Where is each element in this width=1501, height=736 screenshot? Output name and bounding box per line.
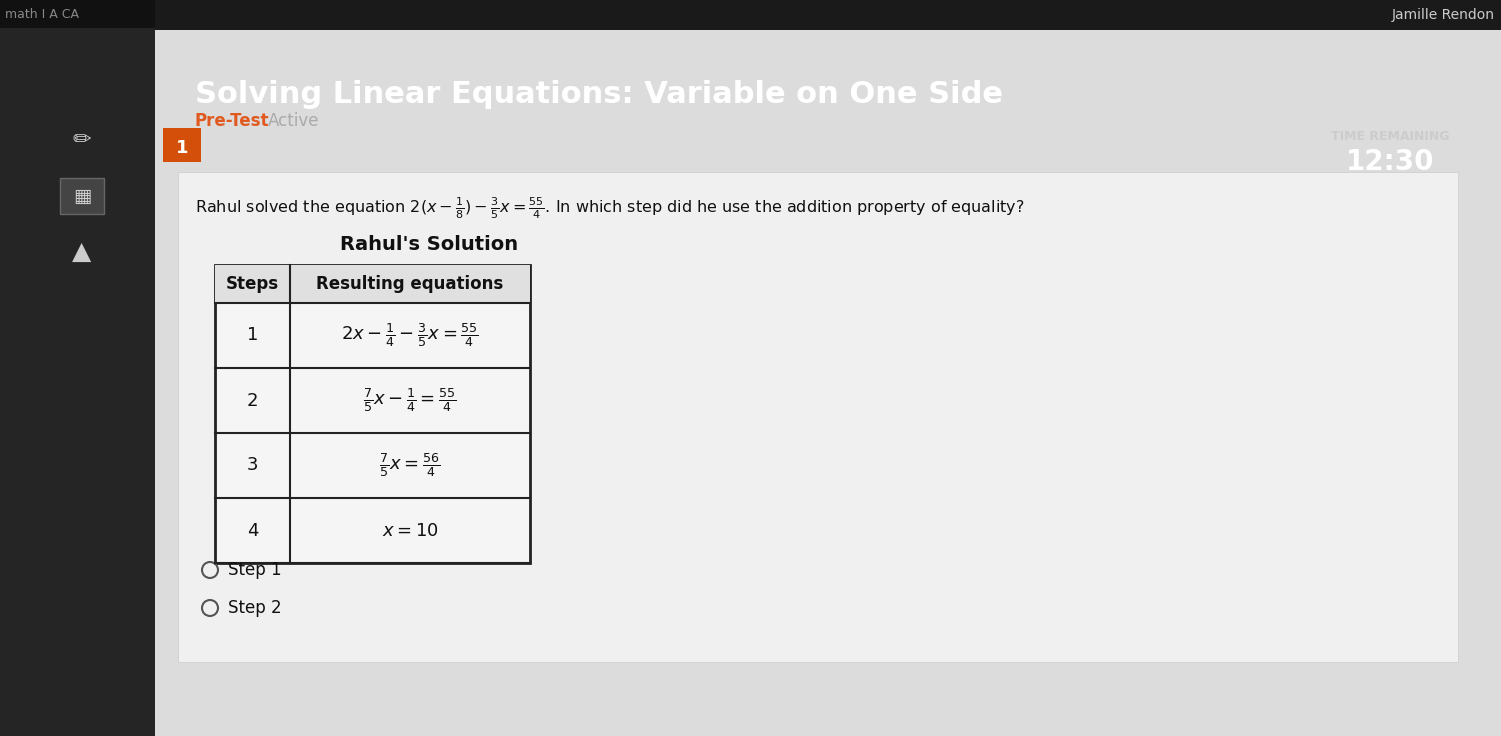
Text: $\frac{7}{5}x=\frac{56}{4}$: $\frac{7}{5}x=\frac{56}{4}$	[380, 452, 440, 479]
Text: 3: 3	[246, 456, 258, 475]
Text: Rahul solved the equation $2(x-\frac{1}{8})-\frac{3}{5}x=\frac{55}{4}$. In which: Rahul solved the equation $2(x-\frac{1}{…	[195, 195, 1025, 221]
FancyBboxPatch shape	[0, 0, 155, 28]
Text: Step 2: Step 2	[228, 599, 282, 617]
Text: 2: 2	[246, 392, 258, 409]
FancyBboxPatch shape	[164, 128, 201, 162]
Bar	[215, 265, 530, 563]
FancyBboxPatch shape	[60, 178, 104, 214]
Text: Jamille Rendon: Jamille Rendon	[1391, 8, 1495, 22]
Text: ▦: ▦	[74, 186, 92, 205]
Text: Steps: Steps	[227, 275, 279, 293]
Text: ✏: ✏	[72, 130, 92, 150]
Text: 1: 1	[246, 327, 258, 344]
Text: Solving Linear Equations: Variable on One Side: Solving Linear Equations: Variable on On…	[195, 80, 1003, 109]
Text: 12:30: 12:30	[1346, 148, 1435, 176]
Text: math I A CA: math I A CA	[5, 7, 80, 21]
FancyBboxPatch shape	[0, 0, 155, 736]
Text: ▲: ▲	[72, 240, 92, 264]
Text: Active: Active	[269, 112, 320, 130]
Text: 4: 4	[246, 522, 258, 539]
Text: 1: 1	[176, 139, 188, 157]
Text: Pre-Test: Pre-Test	[195, 112, 270, 130]
Text: Step 1: Step 1	[228, 561, 282, 579]
Bar	[215, 265, 530, 303]
Text: TIME REMAINING: TIME REMAINING	[1331, 130, 1450, 143]
Text: Rahul's Solution: Rahul's Solution	[341, 235, 518, 254]
Text: $x=10$: $x=10$	[381, 522, 438, 539]
Text: Resulting equations: Resulting equations	[317, 275, 504, 293]
Text: $2x-\frac{1}{4}-\frac{3}{5}x=\frac{55}{4}$: $2x-\frac{1}{4}-\frac{3}{5}x=\frac{55}{4…	[341, 322, 479, 350]
FancyBboxPatch shape	[155, 30, 1501, 736]
Text: $\frac{7}{5}x-\frac{1}{4}=\frac{55}{4}$: $\frac{7}{5}x-\frac{1}{4}=\frac{55}{4}$	[363, 386, 456, 414]
FancyBboxPatch shape	[179, 172, 1457, 662]
